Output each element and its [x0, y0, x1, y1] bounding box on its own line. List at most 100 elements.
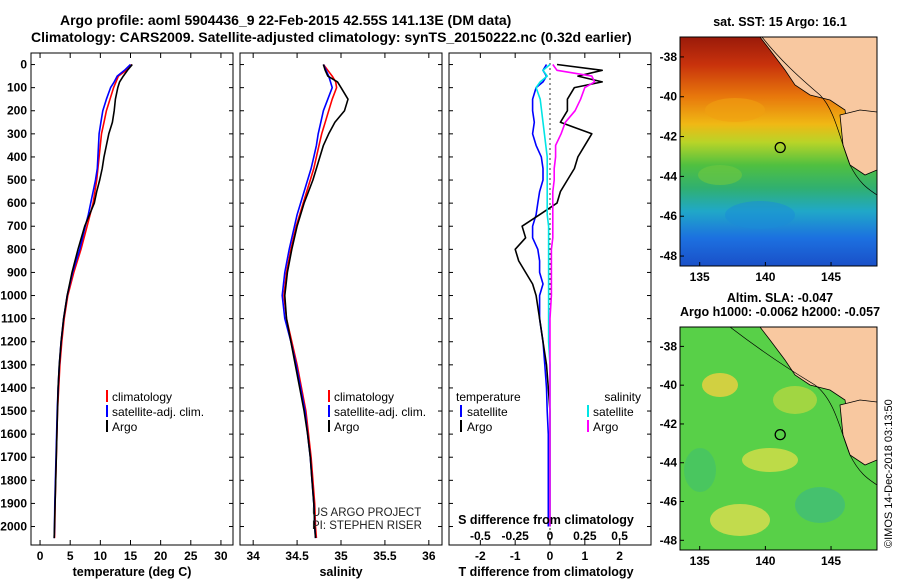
x-tick-label: 20 [154, 549, 168, 563]
sla-map-title-1: Altim. SLA: -0.047 [727, 291, 833, 305]
legend-swatch-satellite [106, 405, 108, 417]
sst-isobath [761, 37, 877, 196]
t-difference-xlabel: T difference from climatology [458, 565, 633, 579]
depth-tick-label: 100 [7, 81, 27, 95]
depth-tick-label: 200 [7, 104, 27, 118]
x-tick-label: 0 [547, 549, 554, 563]
legend-label-argo: Argo [334, 420, 360, 434]
depth-tick-label: 1300 [0, 358, 27, 372]
sst-warm-patch [705, 98, 765, 122]
map-x-tick-label: 135 [690, 270, 710, 284]
legend-swatch-argo [106, 420, 108, 432]
sla-profile-marker [774, 428, 786, 441]
sla-map-title-2: Argo h1000: -0.0062 h2000: -0.057 [680, 305, 880, 319]
depth-tick-label: 1400 [0, 381, 27, 395]
depth-tick-label: 1800 [0, 473, 27, 487]
x-tick-label: 2 [616, 549, 623, 563]
legend-swatch-t-argo [460, 420, 462, 432]
difference-panel: -2 -1 0 1 2 -0.5 -0.25 0 0.25 0.5 [449, 53, 651, 563]
sla-map [680, 327, 877, 550]
salinity-legend: climatology satellite-adj. clim. Argo [328, 390, 426, 434]
sst-green-patch [698, 165, 742, 185]
sla-high-patch [702, 373, 738, 397]
title-line-1: Argo profile: aoml 5904436_9 22-Feb-2015… [60, 12, 511, 28]
legend-swatch-climatology [106, 390, 108, 402]
series-line-t-satellite [531, 64, 550, 527]
map-y-tick-label: -38 [660, 50, 678, 64]
sst-map [680, 37, 877, 266]
depth-tick-label: 400 [7, 150, 27, 164]
sla-isobath [729, 327, 877, 486]
legend-label-satellite: satellite-adj. clim. [334, 405, 426, 419]
difference-legend: temperature satellite Argo salinity sate… [456, 390, 641, 434]
map-x-tick-label: 135 [690, 554, 710, 568]
x-tick-label: 10 [94, 549, 108, 563]
s-scale-tick-label: 0 [547, 529, 554, 543]
sla-low-patch [684, 448, 716, 492]
map-y-tick-label: -44 [660, 456, 678, 470]
credit-project: US ARGO PROJECT [312, 507, 421, 519]
legend-label-climatology: climatology [112, 390, 172, 404]
imos-stamp: ©IMOS 14-Dec-2018 03:13:50 [883, 399, 895, 548]
s-scale-tick-label: -0.5 [470, 529, 491, 543]
x-tick-label: 0 [37, 549, 44, 563]
sla-map-ticks: 135 140 145 -38 -40 -42 -44 -46 -48 [660, 339, 842, 568]
series-line-argo [53, 63, 133, 539]
salinity-panel: 34 34.5 35 35.5 36 [240, 53, 442, 563]
map-y-tick-label: -42 [660, 130, 678, 144]
legend-swatch-s-argo [587, 420, 589, 432]
map-y-tick-label: -48 [660, 533, 678, 547]
depth-tick-label: 1600 [0, 427, 27, 441]
map-y-tick-label: -46 [660, 495, 678, 509]
depth-tick-label: 800 [7, 242, 27, 256]
legend-label-s-satellite: satellite [593, 405, 634, 419]
depth-tick-label: 0 [20, 58, 27, 72]
legend-title-salinity: salinity [604, 390, 641, 404]
depth-tick-label: 1000 [0, 289, 27, 303]
sst-cool-patch [725, 201, 795, 229]
map-x-tick-label: 140 [755, 554, 775, 568]
legend-label-t-satellite: satellite [467, 405, 508, 419]
temperature-legend: climatology satellite-adj. clim. Argo [106, 390, 204, 434]
sst-map-title: sat. SST: 15 Argo: 16.1 [713, 15, 847, 29]
depth-axis-labels: 0 100 200 300 400 500 600 700 800 900 1000 1100 1200… [0, 58, 27, 534]
series-line-climatology [283, 64, 338, 539]
x-tick-label: 35.5 [373, 549, 397, 563]
temperature-xlabel: temperature (deg C) [73, 565, 192, 579]
legend-label-s-argo: Argo [593, 420, 619, 434]
sla-low-patch [795, 487, 845, 523]
x-tick-label: 34 [246, 549, 260, 563]
sla-high-patch [742, 448, 798, 472]
map-y-tick-label: -40 [660, 378, 678, 392]
legend-swatch-satellite [328, 405, 330, 417]
legend-swatch-t-satellite [460, 405, 462, 417]
map-x-tick-label: 140 [755, 270, 775, 284]
legend-swatch-s-satellite [587, 405, 589, 417]
s-scale-tick-label: -0.25 [501, 529, 529, 543]
sla-land-mainland [759, 327, 877, 461]
sst-profile-marker [774, 141, 786, 154]
map-y-tick-label: -38 [660, 339, 678, 353]
x-tick-label: 1 [581, 549, 588, 563]
s-scale-tick-label: 0.5 [611, 529, 628, 543]
x-tick-label: -1 [510, 549, 521, 563]
legend-label-satellite: satellite-adj. clim. [112, 405, 204, 419]
depth-tick-label: 1100 [1, 312, 27, 326]
depth-tick-label: 600 [7, 196, 27, 210]
x-tick-label: 34.5 [285, 549, 309, 563]
x-tick-label: 5 [67, 549, 74, 563]
x-tick-label: 25 [184, 549, 198, 563]
map-y-tick-label: -42 [660, 417, 678, 431]
sst-map-ticks: 135 140 145 -38 -40 -42 -44 -46 -48 [660, 50, 842, 284]
legend-label-t-argo: Argo [467, 420, 493, 434]
temperature-panel: 0 5 10 15 20 25 30 [31, 53, 233, 563]
salinity-xlabel: salinity [319, 565, 362, 579]
legend-label-climatology: climatology [334, 390, 394, 404]
series-line-t-argo [514, 63, 604, 527]
x-tick-label: 35 [334, 549, 348, 563]
series-line-argo [283, 64, 349, 539]
sst-land-mainland [759, 37, 877, 171]
depth-tick-label: 2000 [0, 520, 27, 534]
depth-tick-label: 1500 [0, 404, 27, 418]
